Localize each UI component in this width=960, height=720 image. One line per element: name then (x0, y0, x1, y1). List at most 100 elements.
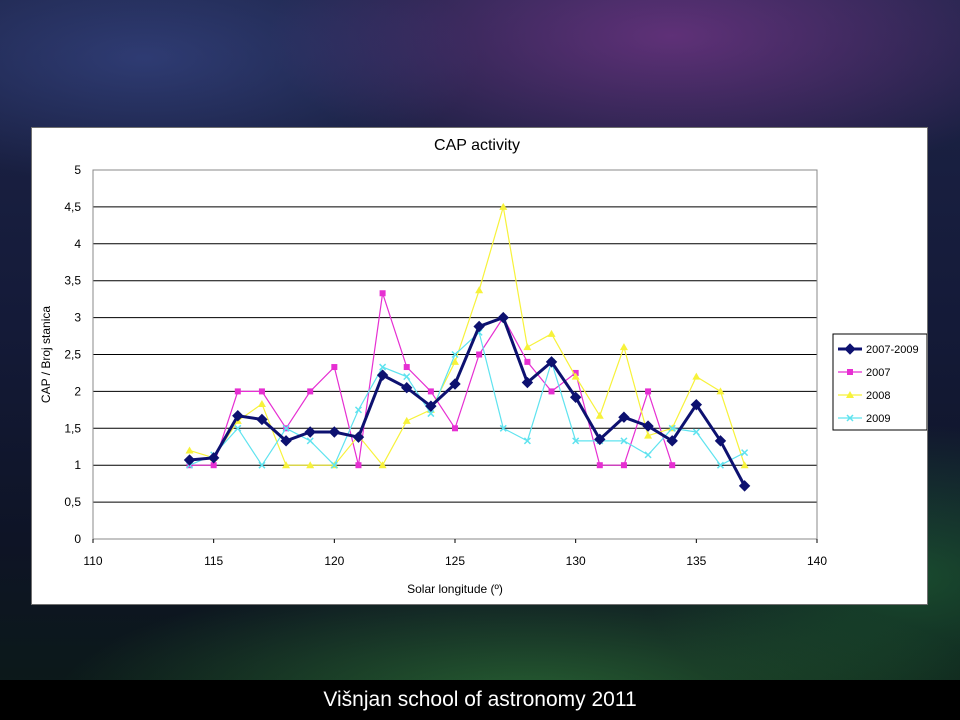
series-line-2008 (189, 206, 746, 467)
data-point-2007 (548, 388, 555, 395)
data-point-2009 (379, 363, 387, 371)
data-point-2008 (282, 461, 291, 469)
data-point-2008 (257, 399, 266, 407)
data-point-2008 (547, 329, 556, 337)
series-line-2009 (189, 331, 745, 467)
x-tick-label: 115 (204, 554, 223, 568)
data-point-2007-2009 (521, 376, 534, 389)
y-tick-label: 4,5 (64, 200, 81, 214)
y-tick-label: 5 (74, 163, 81, 177)
legend-marker-2007 (847, 369, 853, 375)
y-axis-label: CAP / Broj stanica (39, 306, 53, 403)
data-point-2008 (402, 416, 411, 424)
chart-panel: CAP activity 0 0,5 1 1,5 2 2,5 3 3,5 4 4,5 5 110 115 1… (31, 127, 928, 605)
y-tick-label: 3,5 (64, 274, 81, 288)
data-point-2008 (644, 431, 653, 439)
legend-marker-2008 (846, 391, 854, 398)
data-point-2008 (185, 446, 194, 454)
data-point-2007 (403, 364, 410, 371)
x-tick-label: 130 (566, 554, 586, 568)
data-point-2008 (451, 357, 459, 365)
cap-activity-chart: CAP activity 0 0,5 1 1,5 2 2,5 3 3,5 4 4,5 5 110 115 1… (39, 137, 927, 596)
data-point-2007-2009 (545, 356, 558, 368)
data-point-2007 (524, 358, 531, 365)
y-tick-label: 0,5 (64, 495, 81, 509)
data-point-2008 (692, 372, 701, 380)
data-point-2008 (571, 372, 580, 380)
footer-caption: Višnjan school of astronomy 2011 (0, 680, 960, 720)
data-point-2007 (331, 364, 338, 371)
chart-title: CAP activity (434, 137, 520, 154)
data-point-2007-2009 (642, 420, 654, 432)
data-point-2009 (282, 424, 290, 432)
data-point-2008 (378, 461, 387, 469)
data-point-2009 (451, 350, 459, 359)
data-point-2007-2009 (328, 426, 341, 438)
data-point-2009 (234, 424, 242, 432)
y-tick-label: 0 (74, 532, 81, 546)
data-point-2007 (234, 388, 241, 395)
data-point-2007-2009 (352, 431, 365, 443)
data-point-2007 (669, 462, 676, 469)
data-point-2008 (595, 411, 604, 419)
legend-label-2008: 2008 (866, 390, 890, 402)
data-point-2009 (644, 451, 652, 459)
data-point-2007-2009 (449, 378, 461, 390)
footer-text: Višnjan school of astronomy 2011 (323, 688, 637, 711)
data-point-2007 (307, 388, 314, 395)
data-point-2009 (354, 406, 362, 414)
data-point-2007-2009 (497, 311, 509, 324)
data-point-2009 (668, 424, 676, 432)
legend-label-2007: 2007 (866, 367, 890, 379)
data-point-2008 (740, 461, 749, 469)
data-point-2007-2009 (425, 400, 437, 412)
data-point-2009 (330, 461, 338, 469)
data-point-2007-2009 (207, 452, 220, 464)
data-point-2007 (379, 290, 386, 297)
data-point-2007-2009 (738, 480, 751, 492)
data-point-2009 (403, 373, 411, 381)
data-point-2007 (645, 388, 652, 395)
data-point-2007-2009 (232, 410, 244, 422)
data-point-2009 (620, 437, 628, 445)
x-tick-label: 135 (686, 554, 706, 568)
data-point-2007-2009 (183, 454, 196, 466)
legend-label-2009: 2009 (866, 413, 890, 425)
data-point-2007-2009 (304, 426, 316, 438)
data-point-2007 (427, 388, 434, 395)
x-tick-label: 110 (83, 554, 102, 568)
legend-marker-2007-2009 (844, 343, 856, 355)
data-point-2008 (499, 202, 508, 210)
data-point-2009 (258, 461, 266, 469)
data-point-2007-2009 (594, 433, 606, 446)
data-point-2007-2009 (714, 435, 727, 447)
data-point-2007-2009 (473, 320, 485, 333)
data-point-2007-2009 (569, 391, 582, 404)
y-tick-label: 2 (74, 384, 81, 398)
data-point-2007-2009 (256, 413, 268, 426)
data-point-2009 (523, 437, 531, 445)
data-point-2007-2009 (666, 435, 678, 447)
legend-marker-2009 (846, 414, 854, 422)
data-point-2007-2009 (280, 435, 292, 447)
data-point-2007-2009 (376, 369, 389, 381)
x-tick-label: 120 (324, 554, 344, 568)
data-point-2007-2009 (690, 398, 703, 411)
x-tick-label: 140 (807, 554, 827, 568)
data-point-2007 (596, 462, 603, 469)
data-point-2009 (572, 437, 580, 445)
legend-label-2007-2009: 2007-2009 (866, 344, 919, 356)
y-tick-label: 3 (74, 311, 81, 325)
data-point-2007 (355, 462, 362, 469)
data-point-2007 (476, 351, 483, 358)
data-point-2009 (499, 424, 507, 432)
x-tick-label: 125 (445, 554, 465, 568)
data-point-2007 (258, 388, 265, 395)
y-tick-label: 1,5 (64, 421, 81, 435)
data-point-2007-2009 (618, 411, 630, 423)
y-tick-label: 1 (74, 458, 81, 472)
data-point-2008 (306, 461, 315, 469)
x-axis-label: Solar longitude (º) (407, 582, 503, 596)
y-tick-label: 4 (74, 237, 81, 251)
data-point-2008 (475, 286, 484, 294)
